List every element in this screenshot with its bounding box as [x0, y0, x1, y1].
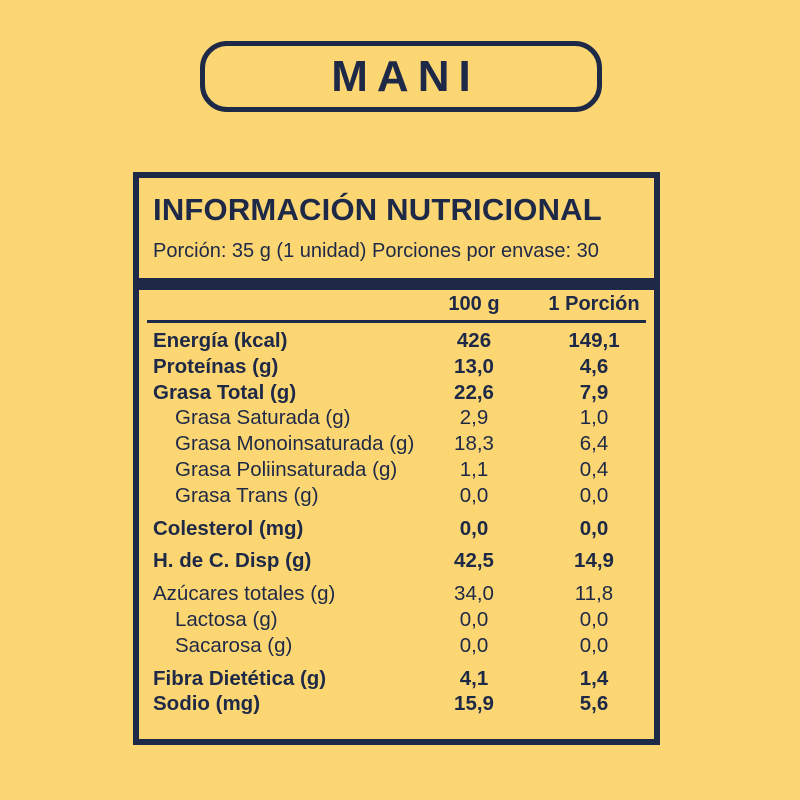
thin-divider [147, 320, 646, 323]
nutrition-row: Grasa Poliinsaturada (g) 1,1 0,4 [139, 457, 654, 483]
nutrient-name: Fibra Dietética (g) [153, 666, 327, 690]
nutrition-row: Grasa Saturada (g) 2,9 1,0 [139, 405, 654, 431]
nutrient-name: H. de C. Disp (g) [153, 549, 312, 573]
value-per-portion: 11,8 [574, 582, 614, 606]
value-per-portion: 0,0 [579, 483, 609, 507]
value-per-100g: 1,1 [459, 457, 489, 481]
nutrient-name: Proteínas (g) [153, 354, 279, 378]
value-per-100g: 13,0 [454, 354, 494, 378]
nutrition-row: Lactosa (g) 0,0 0,0 [139, 607, 654, 633]
value-per-portion: 14,9 [574, 549, 614, 573]
value-per-100g: 0,0 [459, 607, 489, 631]
nutrition-row: Grasa Monoinsaturada (g) 18,3 6,4 [139, 431, 654, 457]
value-per-portion: 6,4 [579, 432, 609, 456]
nutrient-name: Grasa Saturada (g) [175, 406, 351, 430]
value-per-portion: 1,4 [579, 666, 609, 690]
nutrition-row: Fibra Dietética (g) 4,1 1,4 [139, 666, 654, 692]
value-per-100g: 426 [456, 329, 492, 352]
value-per-portion: 1,0 [579, 406, 609, 430]
value-per-100g: 42,5 [454, 549, 494, 573]
value-per-100g: 0,0 [459, 516, 489, 540]
thick-divider [139, 278, 654, 290]
nutrition-rows: Energía (kcal) 426 149,1 Proteínas (g) 1… [139, 328, 654, 717]
value-per-100g: 22,6 [454, 380, 494, 404]
value-per-portion: 0,0 [579, 633, 609, 657]
value-per-100g: 4,1 [459, 666, 489, 690]
value-per-portion: 4,6 [579, 354, 609, 378]
product-name: MANI [331, 51, 480, 101]
nutrition-row: Azúcares totales (g) 34,0 11,8 [139, 581, 654, 607]
nutrient-name: Grasa Total (g) [153, 380, 297, 404]
value-per-portion: 0,0 [579, 516, 609, 540]
nutrition-row: Proteínas (g) 13,0 4,6 [139, 354, 654, 380]
nutrient-name: Grasa Poliinsaturada (g) [175, 457, 398, 481]
nutrient-name: Azúcares totales (g) [153, 582, 336, 606]
column-header-100g: 100 g [448, 293, 500, 316]
value-per-100g: 0,0 [459, 633, 489, 657]
value-per-100g: 2,9 [459, 406, 489, 430]
column-header-portion: 1 Porción [548, 293, 640, 316]
nutrient-name: Sacarosa (g) [175, 633, 293, 657]
nutrition-row: Grasa Trans (g) 0,0 0,0 [139, 483, 654, 509]
nutrition-row: Sodio (mg) 15,9 5,6 [139, 691, 654, 717]
value-per-100g: 15,9 [454, 692, 494, 716]
nutrient-name: Grasa Monoinsaturada (g) [175, 432, 414, 456]
nutrition-facts-panel: INFORMACIÓN NUTRICIONAL Porción: 35 g (1… [133, 172, 660, 745]
value-per-100g: 0,0 [459, 483, 489, 507]
column-header-row: 100 g 1 Porción [139, 290, 654, 320]
nutrient-name: Lactosa (g) [175, 607, 278, 631]
value-per-100g: 34,0 [454, 582, 494, 606]
value-per-portion: 5,6 [579, 692, 609, 716]
value-per-portion: 7,9 [579, 380, 609, 404]
value-per-100g: 18,3 [454, 432, 494, 456]
nutrition-row: Sacarosa (g) 0,0 0,0 [139, 633, 654, 659]
nutrient-name: Grasa Trans (g) [175, 483, 319, 507]
product-name-badge: MANI [200, 41, 602, 112]
nutrition-row: H. de C. Disp (g) 42,5 14,9 [139, 548, 654, 574]
nutrition-row: Colesterol (mg) 0,0 0,0 [139, 516, 654, 542]
nutrition-title: INFORMACIÓN NUTRICIONAL [153, 192, 602, 227]
nutrition-row: Grasa Total (g) 22,6 7,9 [139, 380, 654, 406]
nutrient-name: Energía (kcal) [153, 329, 288, 352]
nutrient-name: Colesterol (mg) [153, 516, 304, 540]
value-per-portion: 0,4 [579, 457, 609, 481]
nutrient-name: Sodio (mg) [153, 692, 261, 716]
serving-info: Porción: 35 g (1 unidad) Porciones por e… [153, 240, 599, 262]
value-per-portion: 0,0 [579, 607, 609, 631]
value-per-portion: 149,1 [568, 329, 620, 352]
nutrition-row: Energía (kcal) 426 149,1 [139, 328, 654, 354]
